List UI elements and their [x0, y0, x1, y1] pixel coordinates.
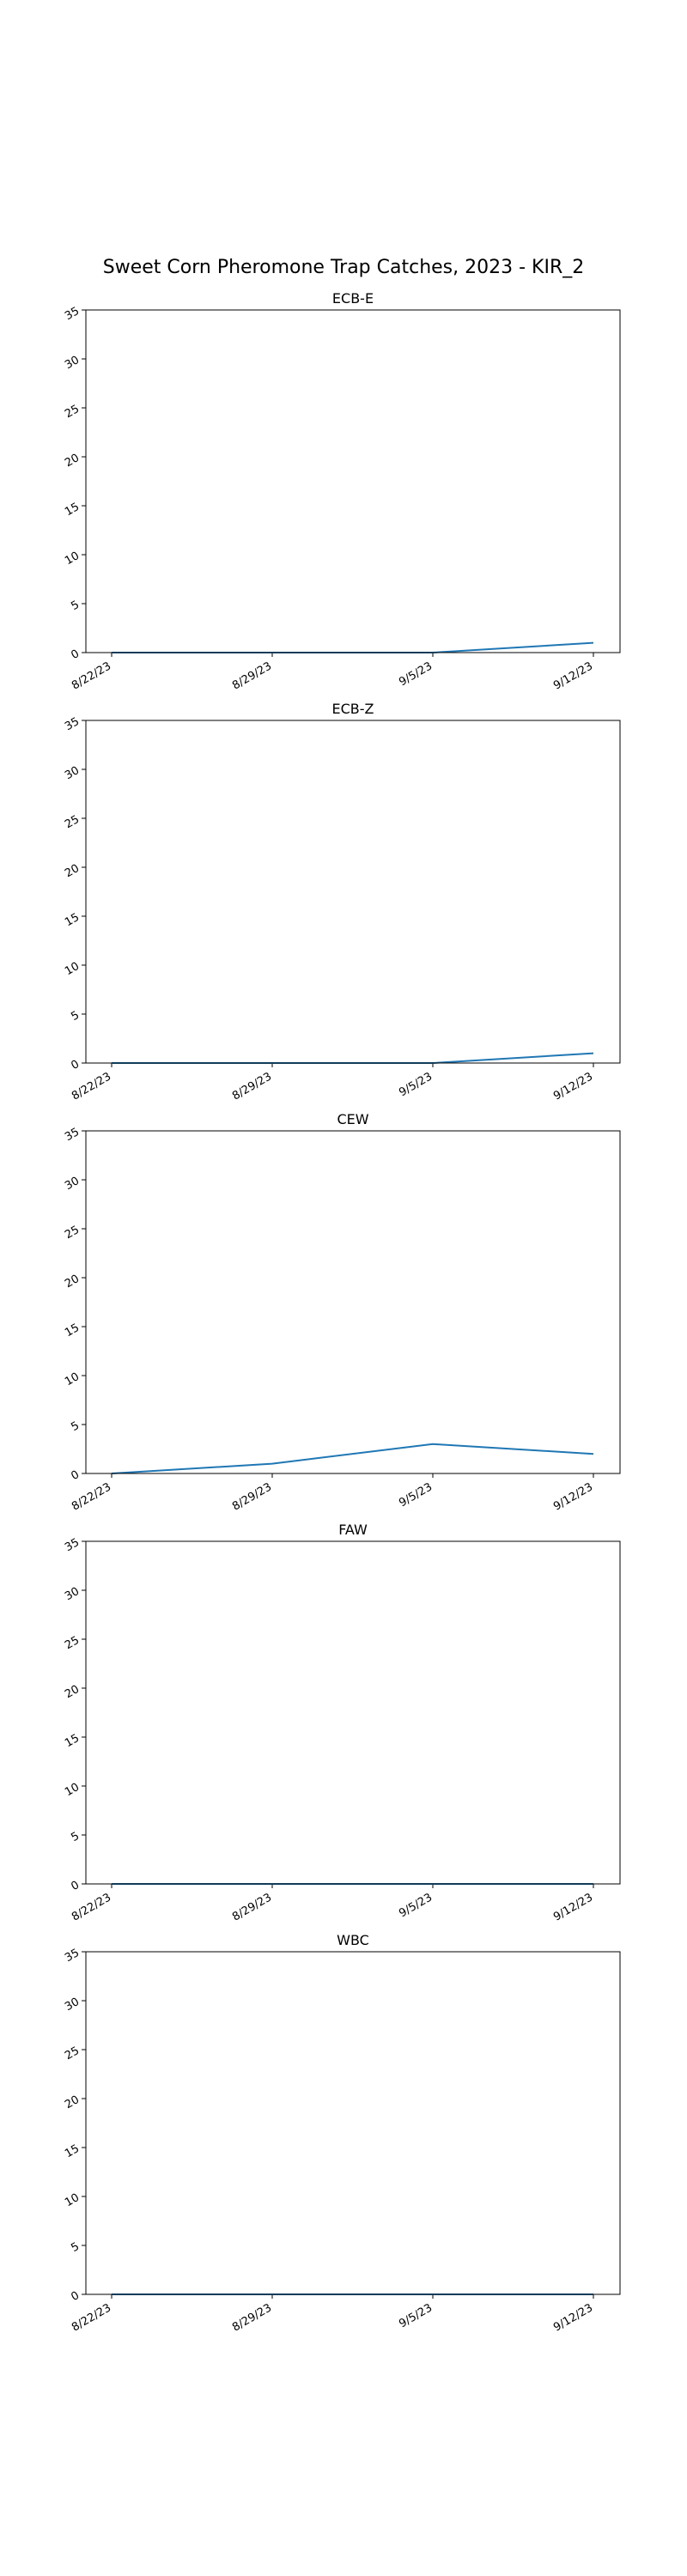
y-tick-label: 10	[63, 2191, 82, 2209]
y-tick-label: 30	[63, 764, 82, 782]
x-tick-label: 8/22/23	[70, 1070, 113, 1103]
y-tick-label: 0	[69, 2289, 82, 2304]
x-tick-label: 8/22/23	[70, 1891, 113, 1923]
y-tick-label: 10	[63, 1781, 82, 1799]
x-tick-label: 9/12/23	[551, 2301, 595, 2334]
y-tick-label: 10	[63, 550, 82, 568]
y-tick-label: 10	[63, 1370, 82, 1388]
x-tick-label: 8/22/23	[70, 1480, 113, 1513]
y-tick-label: 20	[63, 862, 82, 880]
subplot-ecb-z: ECB-Z 0 5 10 15 20 25 30 35 8/22/23 8/29/23 9/5/23 9…	[63, 701, 621, 1103]
subplot-title: ECB-Z	[332, 701, 374, 717]
series-line	[111, 1443, 594, 1474]
y-tick-label: 0	[69, 1468, 82, 1483]
subplot-wbc: WBC 0 5 10 15 20 25 30 35 8/22/23 8/29/23 9/5/23 9/1…	[63, 1932, 621, 2335]
plot-frame	[85, 1951, 621, 2295]
figure-title: Sweet Corn Pheromone Trap Catches, 2023 …	[103, 257, 584, 278]
x-tick-label: 9/5/23	[397, 2301, 435, 2330]
y-tick-label: 5	[69, 1830, 82, 1844]
x-tick-label: 8/29/23	[230, 2301, 274, 2334]
y-tick-label: 35	[63, 1536, 82, 1554]
x-tick-label: 8/29/23	[230, 1480, 274, 1513]
x-tick-label: 9/5/23	[397, 1891, 435, 1920]
y-tick-label: 30	[63, 1996, 82, 2014]
y-tick-label: 25	[63, 403, 82, 421]
x-tick-label: 8/29/23	[230, 1891, 274, 1923]
x-tick-label: 9/5/23	[397, 1480, 435, 1510]
plot-frame	[85, 720, 621, 1064]
y-tick-label: 0	[69, 647, 82, 662]
x-tick-label: 9/12/23	[551, 659, 595, 692]
y-tick-label: 25	[63, 2044, 82, 2063]
y-tick-label: 25	[63, 813, 82, 831]
y-tick-label: 15	[63, 2142, 82, 2160]
subplot-title: CEW	[337, 1111, 368, 1127]
subplot-ecb-e: ECB-E 0 5 10 15 20 25 30 35 8/22/23 8/29/23 9/5/23 9…	[63, 290, 621, 693]
y-tick-label: 20	[63, 2093, 82, 2111]
subplot-cew: CEW 0 5 10 15 20 25 30 35 8/22/23 8/29/23 9/5/23 9/1…	[63, 1111, 621, 1514]
y-tick-label: 35	[63, 305, 82, 323]
y-tick-label: 25	[63, 1224, 82, 1242]
y-tick-label: 5	[69, 1419, 82, 1434]
y-tick-label: 5	[69, 598, 82, 613]
subplot-faw: FAW 0 5 10 15 20 25 30 35 8/22/23 8/29/23 9/5/23 9/1…	[63, 1522, 621, 1924]
y-tick-label: 15	[63, 501, 82, 519]
subplot-title: FAW	[338, 1522, 368, 1538]
y-tick-label: 0	[69, 1058, 82, 1072]
x-tick-label: 9/12/23	[551, 1891, 595, 1923]
y-tick-label: 35	[63, 1947, 82, 1965]
y-tick-label: 20	[63, 452, 82, 470]
y-tick-label: 35	[63, 1126, 82, 1144]
y-tick-label: 20	[63, 1683, 82, 1701]
y-tick-label: 15	[63, 1321, 82, 1340]
y-tick-label: 5	[69, 1009, 82, 1024]
y-tick-label: 15	[63, 911, 82, 929]
y-tick-label: 35	[63, 715, 82, 733]
y-tick-label: 25	[63, 1634, 82, 1652]
y-tick-label: 10	[63, 960, 82, 978]
x-tick-label: 8/22/23	[70, 659, 113, 692]
y-tick-label: 30	[63, 1175, 82, 1193]
x-tick-label: 8/29/23	[230, 659, 274, 692]
series-line	[112, 1052, 594, 1064]
y-tick-label: 5	[69, 2240, 82, 2255]
x-tick-label: 8/22/23	[70, 2301, 113, 2334]
series-line	[112, 641, 594, 653]
plot-frame	[85, 1540, 621, 1885]
x-tick-label: 8/29/23	[230, 1070, 274, 1103]
y-tick-label: 0	[69, 1879, 82, 1893]
x-tick-label: 9/12/23	[551, 1480, 595, 1513]
subplot-title: WBC	[337, 1932, 369, 1948]
x-tick-label: 9/12/23	[551, 1070, 595, 1103]
y-tick-label: 15	[63, 1732, 82, 1750]
chart-panels: ECB-E 0 5 10 15 20 25 30 35 8/22/23 8/29/23 9/5/23 9…	[63, 290, 621, 2335]
subplot-title: ECB-E	[332, 290, 374, 307]
plot-frame	[85, 309, 621, 653]
plot-frame	[85, 1130, 621, 1474]
y-tick-label: 30	[63, 354, 82, 372]
y-tick-label: 20	[63, 1273, 82, 1291]
x-tick-label: 9/5/23	[397, 1070, 435, 1099]
y-tick-label: 30	[63, 1585, 82, 1603]
x-tick-label: 9/5/23	[397, 659, 435, 689]
